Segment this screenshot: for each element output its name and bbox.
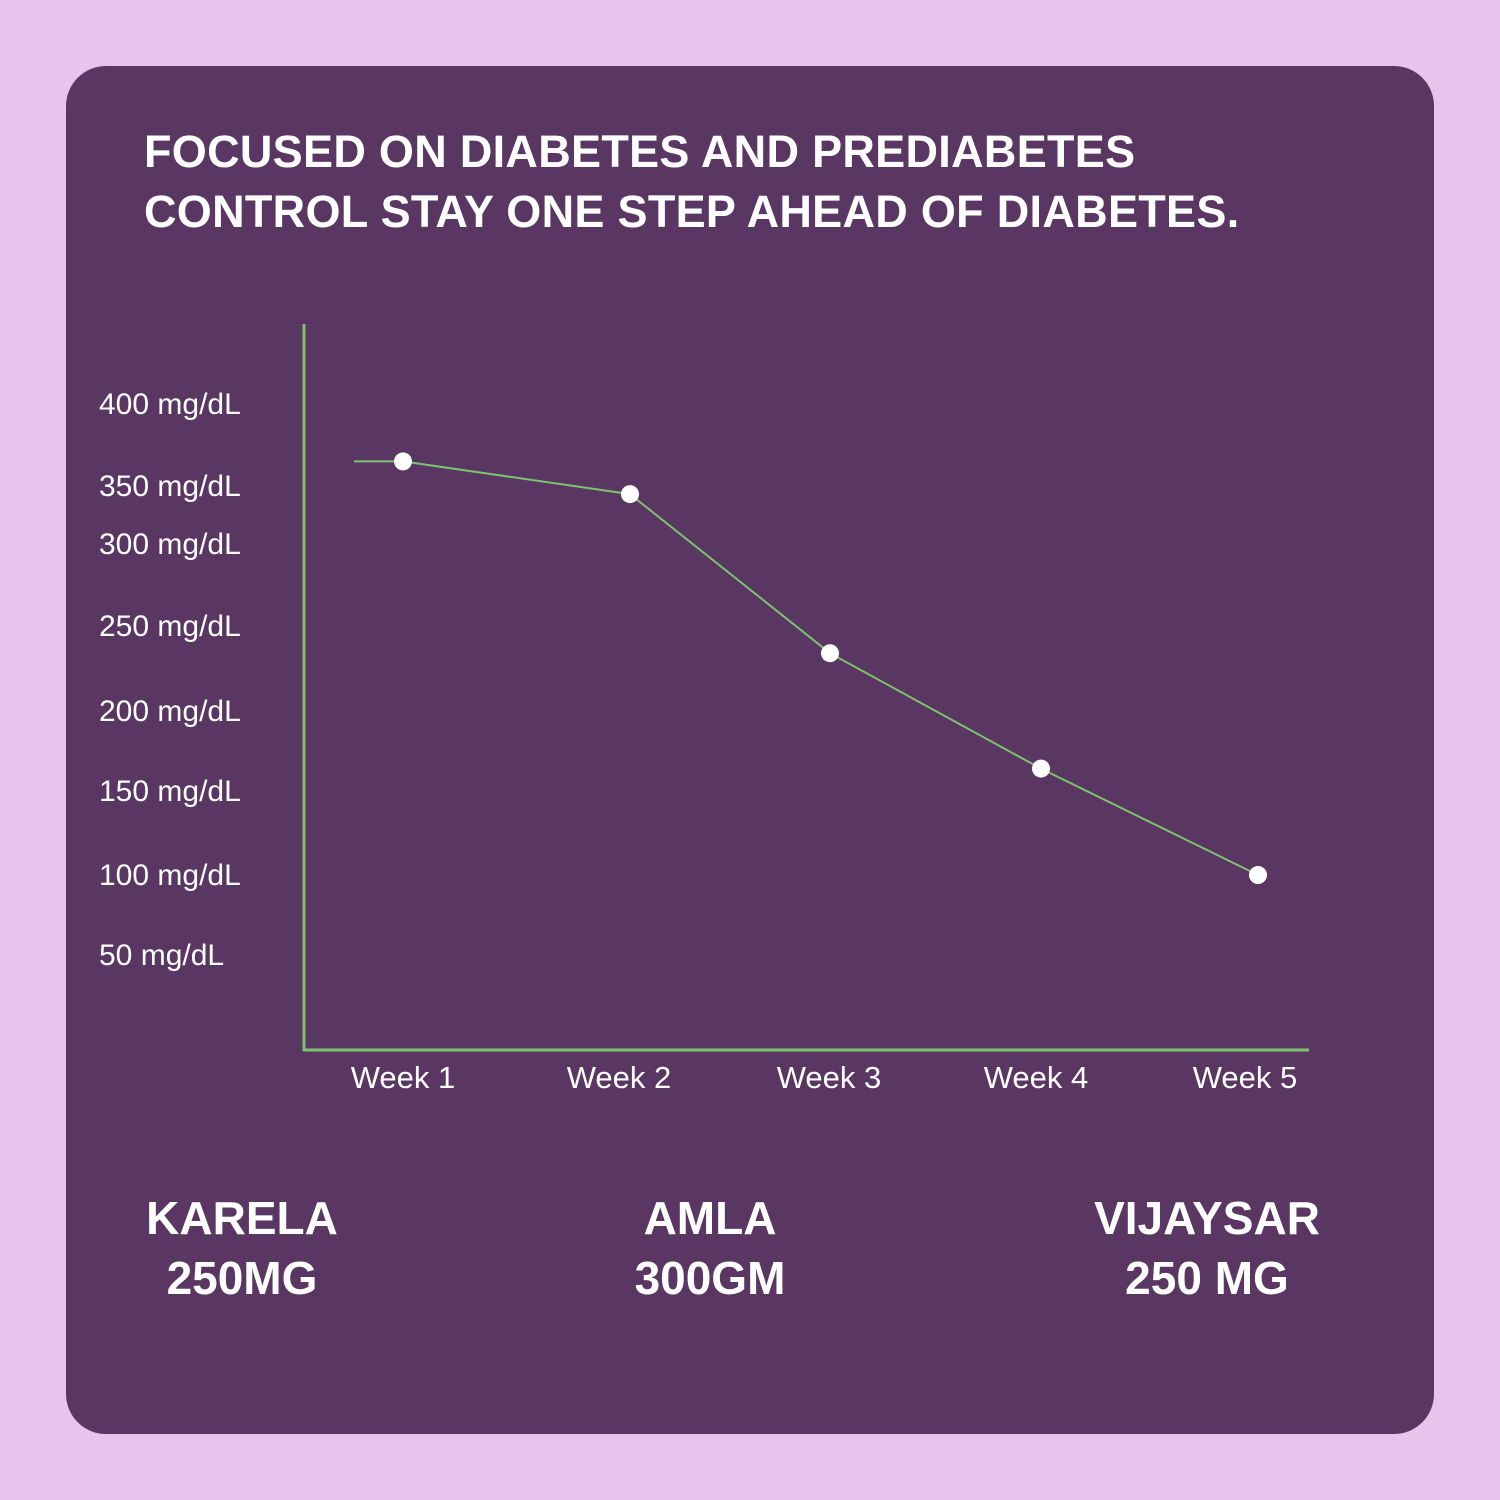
product-vijaysar: VIJAYSAR 250 MG — [1027, 1188, 1387, 1308]
product-dose: 250 MG — [1125, 1252, 1289, 1304]
series-line — [402, 460, 1259, 876]
headline: FOCUSED ON DIABETES AND PREDIABETES CONT… — [144, 122, 1240, 242]
x-tick-label: Week 1 — [351, 1060, 456, 1095]
headline-line-2: CONTROL STAY ONE STEP AHEAD OF DIABETES. — [144, 186, 1240, 237]
data-point-week-1 — [394, 452, 412, 471]
data-point-week-2 — [621, 485, 639, 504]
x-tick-label: Week 2 — [567, 1060, 672, 1095]
y-tick-label: 100 mg/dL — [99, 859, 241, 892]
x-tick-label: Week 4 — [984, 1060, 1089, 1095]
infographic-card — [66, 66, 1434, 1434]
product-name: KARELA — [146, 1192, 338, 1244]
product-name: AMLA — [643, 1192, 777, 1244]
x-tick-label: Week 3 — [777, 1060, 882, 1095]
product-amla: AMLA 300GM — [530, 1188, 890, 1308]
y-tick-label: 50 mg/dL — [99, 939, 224, 972]
product-karela: KARELA 250MG — [62, 1188, 422, 1308]
product-dose: 250MG — [166, 1252, 318, 1304]
data-point-week-4 — [1032, 759, 1050, 778]
y-tick-label: 300 mg/dL — [99, 528, 241, 561]
y-tick-label: 400 mg/dL — [99, 388, 241, 421]
data-point-week-5 — [1249, 866, 1267, 884]
y-tick-label: 150 mg/dL — [99, 775, 241, 808]
x-tick-label: Week 5 — [1193, 1060, 1298, 1095]
product-dose: 300GM — [634, 1252, 786, 1304]
y-tick-label: 200 mg/dL — [99, 695, 241, 728]
data-point-week-3 — [821, 644, 839, 663]
y-tick-label: 250 mg/dL — [99, 610, 241, 643]
headline-line-1: FOCUSED ON DIABETES AND PREDIABETES — [144, 126, 1136, 177]
y-tick-label: 350 mg/dL — [99, 470, 241, 503]
product-name: VIJAYSAR — [1094, 1192, 1320, 1244]
